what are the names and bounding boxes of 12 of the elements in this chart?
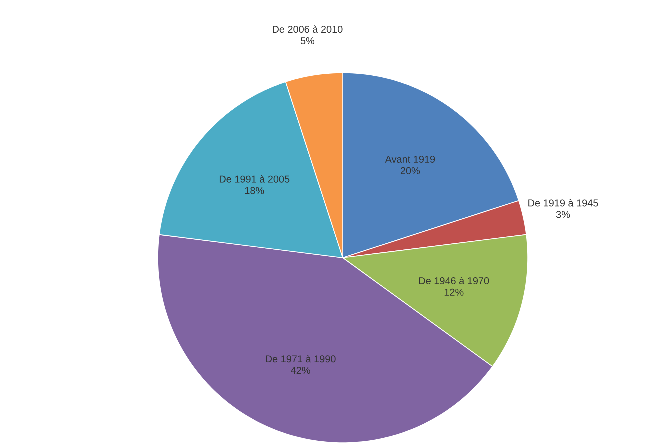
slice-label: Avant 1919 [385,156,436,163]
data-label: 5% [300,37,315,44]
data-label: 20% [400,167,420,174]
data-label: 3% [556,210,570,218]
data-label: 12% [444,288,464,296]
slice-label: De 1991 à 2005 [220,175,290,183]
data-label: 18% [245,187,264,194]
slice-label: De 2006 à 2010 [273,25,343,33]
slice-label: De 1971 à 1990 [266,355,336,362]
slice-label: De 1919 à 1945 [528,199,598,207]
data-label: 42% [291,366,310,374]
slice-label: De 1946 à 1970 [419,276,490,284]
